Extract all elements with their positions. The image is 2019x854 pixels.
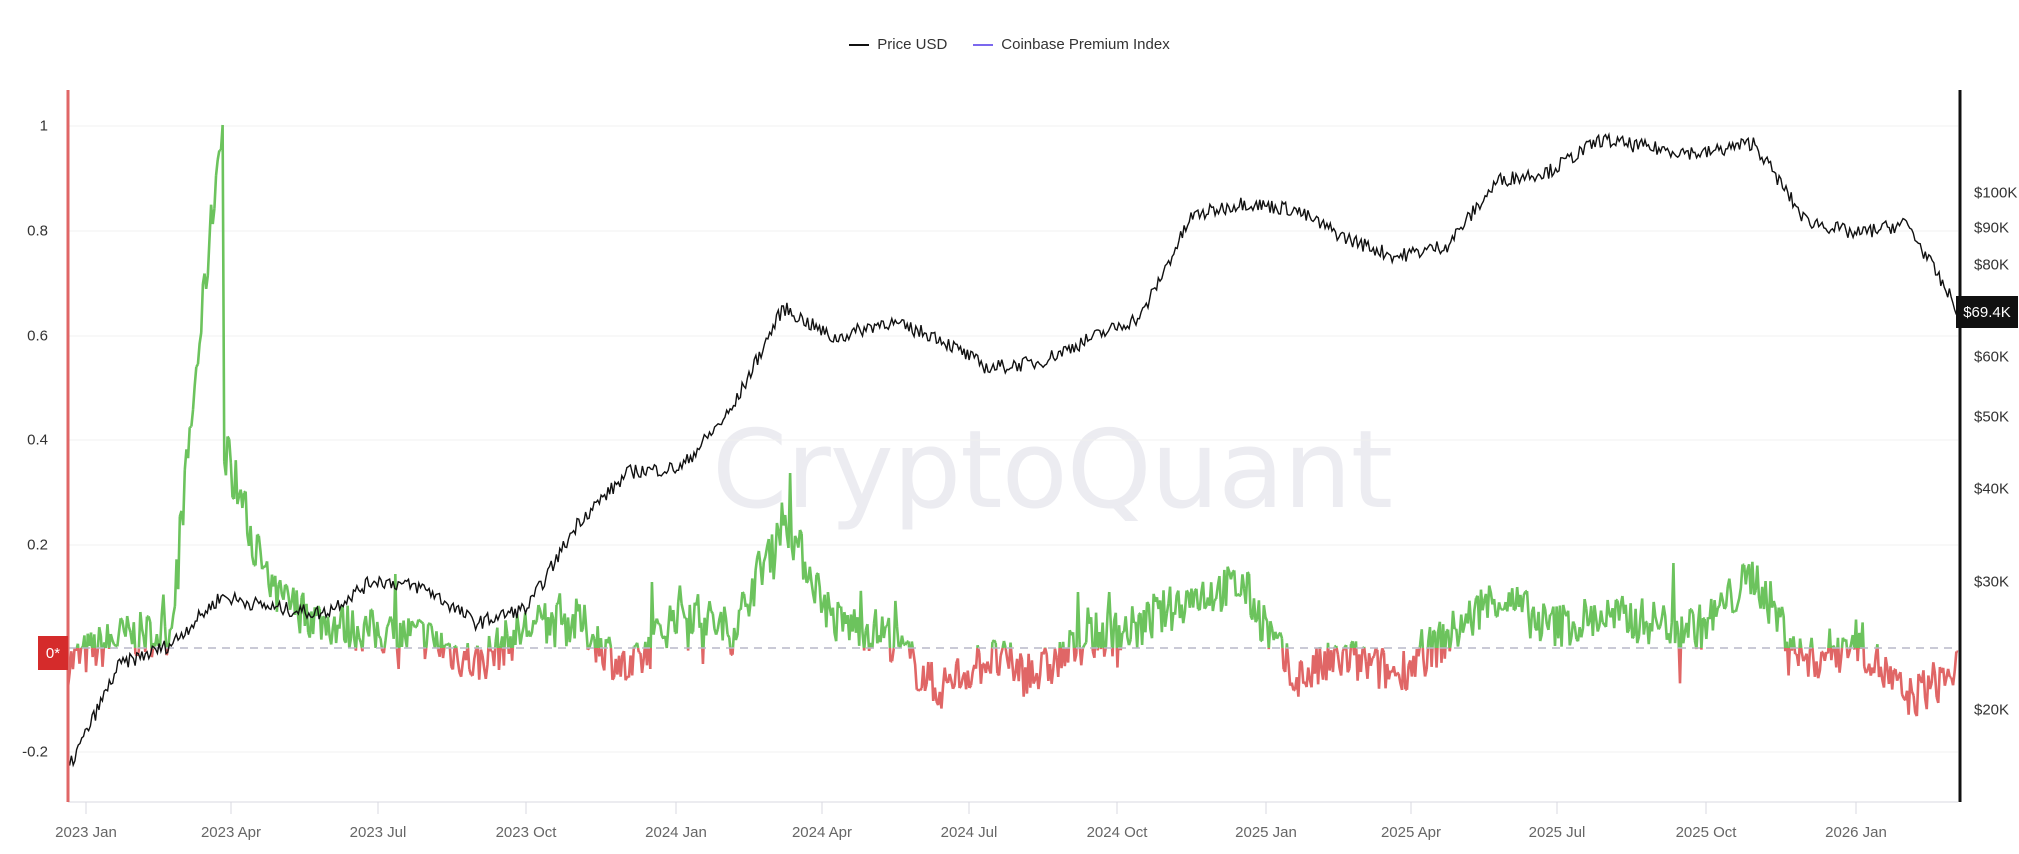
right-axis-tick-label: $60K xyxy=(1974,348,2010,366)
x-axis-tick-label: 2026 Jan xyxy=(1825,824,1887,841)
legend-label: Coinbase Premium Index xyxy=(1001,36,1170,53)
x-axis-tick-label: 2024 Apr xyxy=(791,824,853,841)
right-axis-tick-label: $50K xyxy=(1974,408,2010,426)
x-axis-tick-label: 2023 Jan xyxy=(55,824,117,841)
right-axis-tick-label: $100K xyxy=(1974,184,2018,202)
x-axis-tick-label: 2025 Oct xyxy=(1675,824,1737,841)
left-axis-tick-label: 0.8 xyxy=(27,222,48,240)
legend-item-price-usd[interactable]: Price USD xyxy=(849,36,947,53)
left-axis-tick-label: 0.6 xyxy=(27,327,48,345)
right-axis-tick-label: $80K xyxy=(1974,256,2010,274)
left-axis-tick-label: 1 xyxy=(39,117,48,135)
current-price-badge: $69.4K xyxy=(1956,296,2018,328)
right-axis-tick-label: $30K xyxy=(1974,573,2010,591)
left-axis-tick-label: 0.2 xyxy=(27,536,48,554)
legend-label: Price USD xyxy=(877,36,948,53)
x-axis-tick-label: 2023 Jul xyxy=(349,824,407,841)
x-axis-tick-label: 2023 Oct xyxy=(495,824,557,841)
x-axis-tick-label: 2024 Jan xyxy=(645,824,707,841)
line-swatch-icon xyxy=(973,43,994,46)
x-axis-tick-label: 2024 Jul xyxy=(940,824,998,841)
premium-positive-line xyxy=(75,124,1879,649)
legend-item-coinbase-premium[interactable]: Coinbase Premium Index xyxy=(973,36,1170,53)
chart-legend: Price USD Coinbase Premium Index xyxy=(0,36,2019,53)
left-axis-tick-label: 0.4 xyxy=(27,431,48,449)
x-axis-tick-label: 2023 Apr xyxy=(200,824,262,841)
right-axis-tick-label: $40K xyxy=(1974,480,2010,498)
x-axis-tick-label: 2025 Jan xyxy=(1235,824,1297,841)
x-axis-tick-label: 2025 Apr xyxy=(1380,824,1442,841)
premium-negative-line xyxy=(66,647,1959,717)
price-usd-line xyxy=(67,131,1959,768)
right-axis-tick-label: $90K xyxy=(1974,219,2010,237)
x-axis-tick-label: 2025 Jul xyxy=(1528,824,1586,841)
line-swatch-icon xyxy=(849,43,870,46)
x-axis-tick-label: 2024 Oct xyxy=(1086,824,1148,841)
watermark: CryptoQuant xyxy=(712,408,1393,533)
left-axis-tick-label: -0.2 xyxy=(22,743,48,761)
right-axis-tick-label: $20K xyxy=(1974,701,2010,719)
zero-line-badge: 0* xyxy=(38,636,68,670)
